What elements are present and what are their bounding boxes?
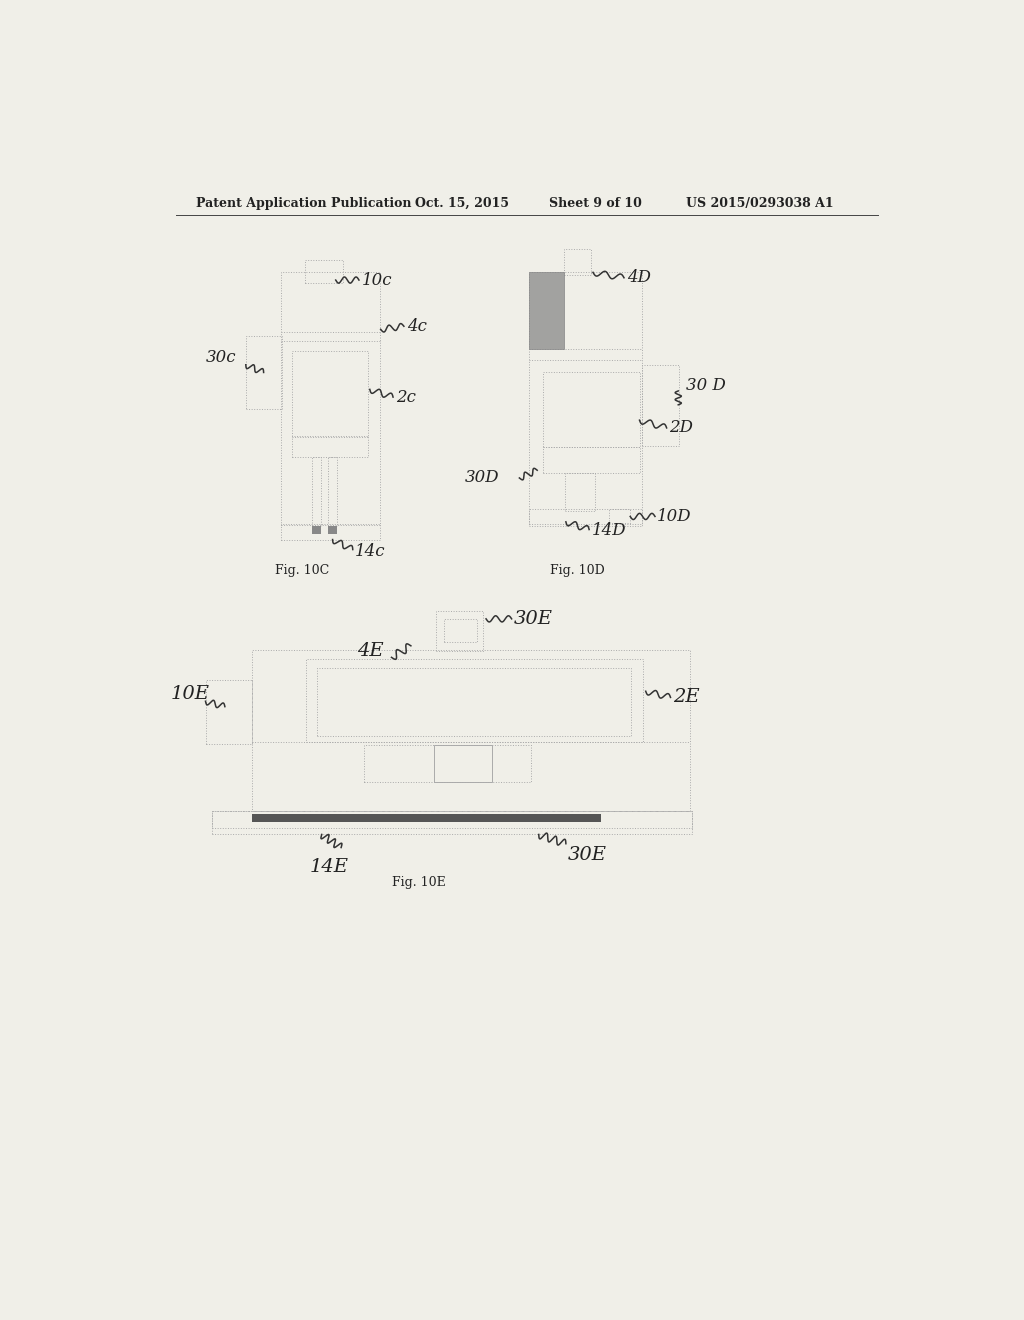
Text: 30E: 30E [514, 610, 553, 628]
Text: 10D: 10D [657, 508, 692, 525]
Bar [529, 508, 642, 524]
Bar [292, 436, 369, 457]
Bar [317, 668, 631, 737]
Text: 30c: 30c [206, 348, 236, 366]
Text: 10c: 10c [362, 272, 392, 289]
Bar [436, 611, 483, 651]
Bar [529, 272, 564, 350]
Bar [543, 447, 640, 473]
Bar [246, 335, 283, 409]
Bar [328, 527, 337, 535]
Text: 4c: 4c [407, 318, 427, 335]
Text: Sheet 9 of 10: Sheet 9 of 10 [549, 197, 642, 210]
Text: 30E: 30E [568, 846, 607, 865]
Text: 14E: 14E [310, 858, 349, 875]
Text: Patent Application Publication: Patent Application Publication [197, 197, 412, 210]
Bar [212, 812, 692, 829]
Text: 30 D: 30 D [686, 378, 726, 395]
Text: Fig. 10D: Fig. 10D [550, 564, 605, 577]
Text: 2D: 2D [669, 420, 693, 437]
Text: 14D: 14D [592, 521, 626, 539]
Text: 30D: 30D [465, 470, 500, 487]
Bar [328, 457, 337, 527]
Text: 14c: 14c [355, 543, 386, 560]
Bar [206, 681, 252, 743]
Bar [529, 272, 642, 527]
Text: 2c: 2c [396, 388, 416, 405]
Text: Oct. 15, 2015: Oct. 15, 2015 [415, 197, 509, 210]
Bar [434, 744, 493, 781]
Bar [365, 744, 531, 781]
Bar [252, 814, 601, 822]
Text: US 2015/0293038 A1: US 2015/0293038 A1 [686, 197, 834, 210]
Bar [252, 649, 690, 812]
Bar [281, 524, 380, 540]
Text: 2E: 2E [673, 689, 699, 706]
Bar [444, 619, 477, 642]
Text: 10E: 10E [171, 685, 210, 702]
Bar [292, 351, 369, 437]
Bar [311, 457, 321, 527]
Bar [564, 249, 592, 275]
Bar [306, 659, 643, 742]
Bar [212, 812, 692, 834]
Text: 4D: 4D [627, 269, 651, 286]
Bar [305, 260, 343, 284]
Bar [565, 473, 595, 511]
Text: Fig. 10E: Fig. 10E [391, 875, 445, 888]
Bar [543, 372, 640, 447]
Text: Fig. 10C: Fig. 10C [275, 564, 330, 577]
Text: 4E: 4E [356, 643, 383, 660]
Bar [281, 272, 380, 525]
Bar [608, 508, 630, 523]
Bar [311, 527, 321, 535]
Bar [642, 364, 679, 446]
